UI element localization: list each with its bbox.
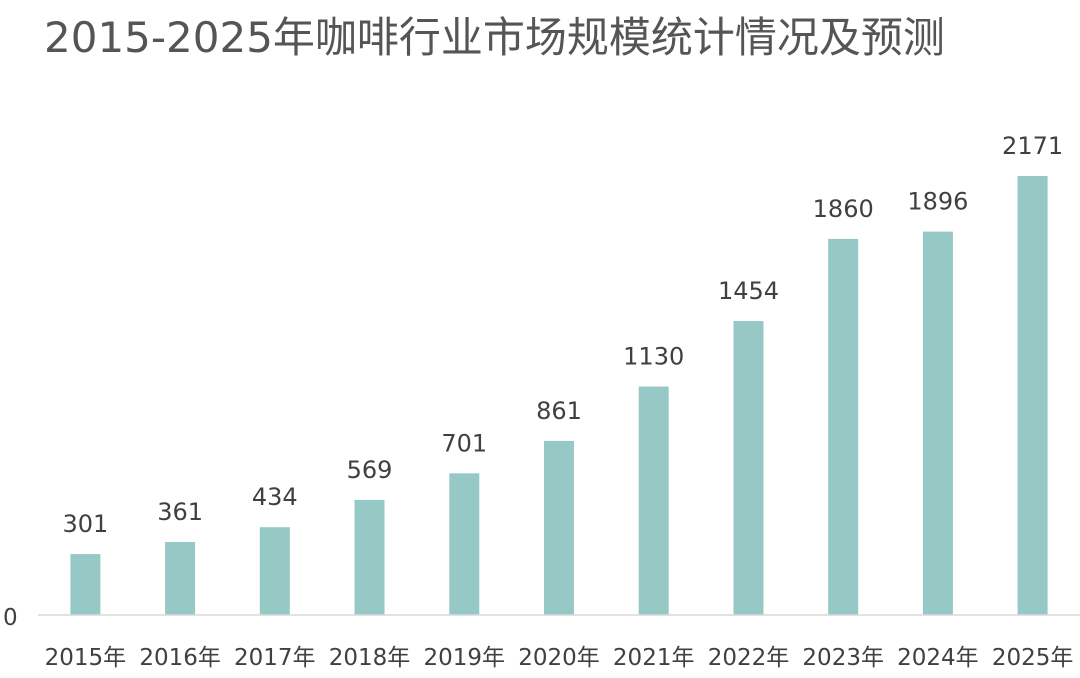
bars-group [70,176,1048,615]
bar-4 [449,473,480,615]
bar-10 [1017,176,1048,615]
value-label-6: 1130 [623,343,684,371]
x-tick-label-6: 2021年 [613,645,695,671]
bar-9 [922,231,953,615]
x-tick-label-3: 2018年 [329,645,411,671]
value-label-0: 301 [62,510,108,538]
bar-2 [259,527,290,615]
y-tick-label-0: 0 [3,605,18,631]
y-tick-labels-group: 0 [3,605,18,631]
bar-8 [828,238,859,615]
x-tick-label-9: 2024年 [897,645,979,671]
value-label-9: 1896 [907,188,968,216]
x-tick-label-7: 2022年 [708,645,790,671]
x-tick-label-1: 2016年 [139,645,221,671]
value-label-3: 569 [347,456,393,484]
bar-6 [638,386,669,615]
bar-3 [354,499,385,615]
x-tick-label-10: 2025年 [992,645,1074,671]
chart-title: 2015-2025年咖啡行业市场规模统计情况及预测 [44,13,945,62]
value-label-10: 2171 [1002,132,1063,160]
x-tick-labels-group: 2015年 2016年 2017年 2018年 2019年 2020年 2021年 2022年… [45,645,1074,671]
bar-5 [544,440,574,615]
x-tick-label-2: 2017年 [234,645,316,671]
x-tick-label-5: 2020年 [518,645,600,671]
value-label-5: 861 [536,397,582,425]
bar-7 [733,321,764,615]
value-label-2: 434 [252,483,298,511]
x-tick-label-0: 2015年 [45,645,127,671]
x-tick-label-4: 2019年 [424,645,506,671]
value-label-4: 701 [441,429,487,457]
x-tick-label-8: 2023年 [802,645,884,671]
bar-0 [70,554,101,615]
value-label-8: 1860 [813,195,874,223]
bar-1 [165,542,196,615]
value-labels-group: 301 361 434 569 701 861 1130 1454 1860 1896 2171 [62,132,1063,538]
value-label-7: 1454 [718,277,779,305]
value-label-1: 361 [157,498,203,526]
